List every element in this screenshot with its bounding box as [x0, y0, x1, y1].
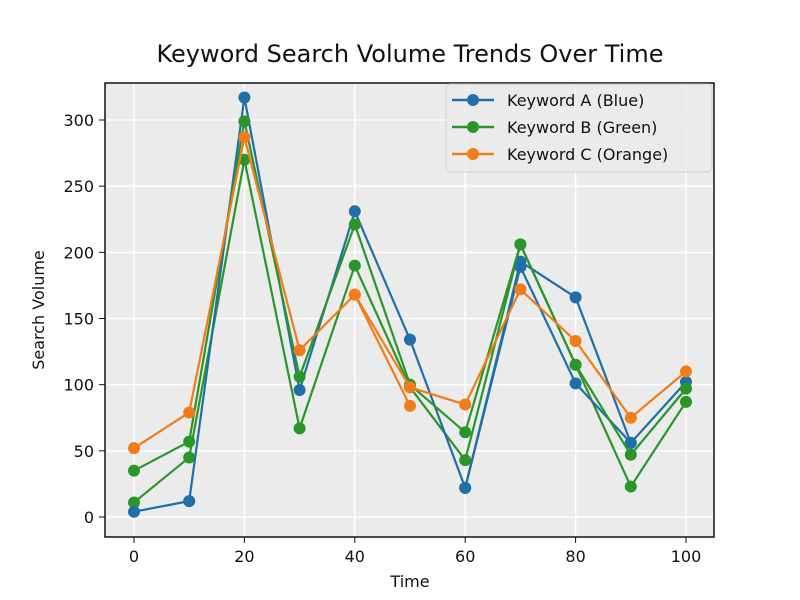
y-tick-label: 300	[63, 111, 94, 130]
data-point	[128, 442, 140, 455]
data-point	[514, 238, 527, 251]
series-lines	[128, 91, 692, 518]
legend-marker-icon	[467, 121, 479, 133]
data-point	[348, 259, 361, 272]
data-point	[624, 448, 637, 461]
data-point	[459, 454, 472, 467]
data-point	[404, 333, 416, 346]
y-tick-label: 200	[63, 243, 94, 262]
data-point	[569, 377, 582, 390]
x-tick-label: 0	[129, 547, 139, 566]
data-point	[293, 344, 306, 357]
data-point	[183, 495, 196, 508]
data-point	[624, 411, 637, 424]
x-tick-label: 100	[671, 547, 702, 566]
grid-lines	[105, 83, 714, 537]
data-point	[569, 358, 582, 371]
x-tick-label: 80	[565, 547, 585, 566]
data-point	[404, 399, 416, 412]
chart-title: Keyword Search Volume Trends Over Time	[156, 40, 663, 68]
legend-item-b: Keyword B (Green)	[452, 118, 657, 137]
svg-text:Keyword C (Orange): Keyword C (Orange)	[507, 145, 668, 164]
data-point	[514, 255, 527, 268]
data-point	[680, 382, 692, 395]
axes-frame	[104, 82, 715, 538]
data-point	[404, 381, 416, 394]
data-point	[680, 395, 692, 408]
data-point	[624, 436, 637, 449]
legend: Keyword A (Blue) Keyword B (Green) Keywo…	[445, 83, 713, 173]
y-tick-label: 100	[63, 376, 94, 395]
data-point	[238, 115, 251, 128]
data-point	[128, 496, 140, 509]
legend-box	[445, 83, 713, 173]
data-point	[348, 288, 361, 301]
data-point	[128, 464, 140, 477]
y-tick-label: 150	[63, 310, 94, 329]
svg-text:Keyword A (Blue): Keyword A (Blue)	[507, 91, 644, 110]
x-tick-label: 20	[234, 547, 254, 566]
x-axis-label: Time	[389, 572, 429, 591]
y-tick-label: 250	[63, 177, 94, 196]
data-point	[459, 426, 472, 439]
data-point	[293, 422, 306, 435]
data-point	[183, 451, 196, 464]
data-point	[459, 481, 472, 494]
svg-text:Keyword B (Green): Keyword B (Green)	[507, 118, 657, 137]
data-point	[348, 205, 361, 218]
data-point	[514, 283, 527, 296]
data-point	[680, 365, 692, 378]
data-point	[128, 505, 140, 518]
y-tick-label: 50	[74, 442, 94, 461]
legend-marker-icon	[467, 148, 479, 160]
y-axis-ticks: 0 50 100 150 200 250 300	[63, 111, 105, 527]
data-point	[183, 435, 196, 448]
data-point	[293, 383, 306, 396]
data-point	[624, 480, 637, 493]
x-axis-ticks: 0 20 40 60 80 100	[129, 537, 701, 566]
data-point	[348, 218, 361, 231]
legend-item-a: Keyword A (Blue)	[452, 91, 644, 110]
y-tick-label: 0	[84, 508, 94, 527]
y-axis-label: Search Volume	[29, 250, 48, 370]
data-point	[238, 131, 251, 144]
data-point	[569, 334, 582, 347]
series-2	[128, 131, 692, 455]
x-tick-label: 60	[455, 547, 475, 566]
legend-item-c: Keyword C (Orange)	[452, 145, 668, 164]
data-point	[238, 91, 251, 104]
data-point	[293, 370, 306, 383]
x-tick-label: 40	[345, 547, 365, 566]
data-point	[459, 398, 472, 411]
data-point	[183, 406, 196, 419]
data-point	[569, 291, 582, 304]
legend-marker-icon	[467, 94, 479, 106]
